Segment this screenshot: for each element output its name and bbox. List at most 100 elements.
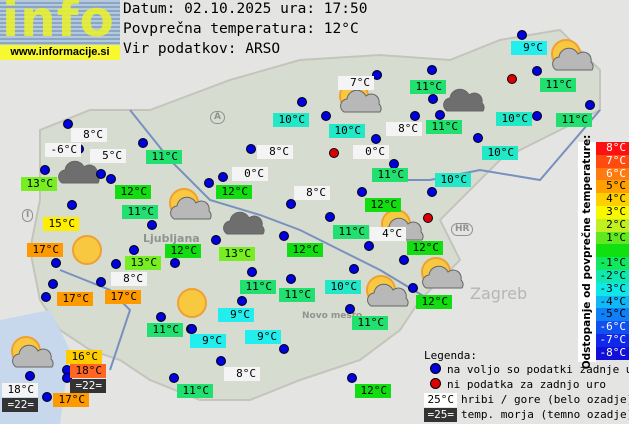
station-dot[interactable] [347, 373, 357, 383]
station-dot[interactable] [25, 371, 35, 381]
temperature-label: 8°C [71, 128, 107, 142]
station-dot[interactable] [218, 172, 228, 182]
station-dot[interactable] [169, 373, 179, 383]
station-dot[interactable] [62, 373, 72, 383]
legend-title: Legenda: [424, 349, 477, 362]
station-dot[interactable] [349, 264, 359, 274]
station-dot[interactable] [138, 138, 148, 148]
temperature-label: 12°C [216, 185, 252, 199]
station-dot[interactable] [517, 30, 527, 40]
scale-step: 5°C [596, 180, 629, 194]
temperature-label: =22= [2, 398, 38, 412]
station-missing-dot[interactable] [423, 213, 433, 223]
station-dot[interactable] [345, 304, 355, 314]
station-dot[interactable] [408, 283, 418, 293]
scale-step: 4°C [596, 192, 629, 206]
station-dot[interactable] [237, 296, 247, 306]
station-dot[interactable] [585, 100, 595, 110]
station-dot[interactable] [279, 231, 289, 241]
temperature-label: 9°C [190, 334, 226, 348]
station-dot[interactable] [216, 356, 226, 366]
station-missing-dot[interactable] [329, 148, 339, 158]
temperature-label: 10°C [329, 124, 365, 138]
station-dot[interactable] [48, 279, 58, 289]
scale-step: 1°C [596, 231, 629, 245]
scale-step: 7°C [596, 154, 629, 168]
station-dot[interactable] [51, 258, 61, 268]
temperature-label: 11°C [146, 150, 182, 164]
temperature-label: 8°C [111, 272, 147, 286]
station-dot[interactable] [106, 174, 116, 184]
station-dot[interactable] [399, 255, 409, 265]
scale-step: -2°C [596, 269, 629, 283]
date-line: Datum: 02.10.2025 ura: 17:50 [123, 1, 368, 17]
station-dot[interactable] [279, 344, 289, 354]
station-dot[interactable] [297, 97, 307, 107]
temperature-label: 13°C [219, 247, 255, 261]
station-dot[interactable] [170, 258, 180, 268]
station-dot[interactable] [532, 111, 542, 121]
temperature-label: 8°C [224, 367, 260, 381]
station-dot[interactable] [41, 292, 51, 302]
logo-url[interactable]: www.informacije.si [0, 45, 120, 60]
station-dot[interactable] [357, 187, 367, 197]
station-dot[interactable] [96, 169, 106, 179]
scale-title-text: Odstopanje od povprečne temperature: [581, 134, 593, 370]
temperature-label: =22= [70, 379, 106, 393]
station-dot[interactable] [246, 144, 256, 154]
temperature-label: 8°C [386, 122, 422, 136]
deviation-scale: 8°C 7°C 6°C 5°C 4°C 3°C 2°C 1°C -1°C -2°C -3°C -4°C… [596, 141, 629, 360]
scale-step: 6°C [596, 167, 629, 181]
station-dot[interactable] [427, 187, 437, 197]
cloud-dark-icon [223, 211, 265, 235]
station-dot[interactable] [428, 94, 438, 104]
legend-available-text: na voljo so podatki zadnje ure [447, 363, 629, 376]
sun-cloud-icon [421, 257, 464, 289]
station-dot[interactable] [532, 66, 542, 76]
temperature-label: 16°C [66, 350, 102, 364]
station-dot[interactable] [96, 277, 106, 287]
station-dot[interactable] [63, 119, 73, 129]
temperature-label: 4°C [370, 227, 406, 241]
mountain-sample: 25°C [424, 393, 457, 407]
scale-step: -3°C [596, 282, 629, 296]
sea-sample: =25= [424, 408, 457, 422]
station-dot[interactable] [147, 220, 157, 230]
temperature-label: 11°C [540, 78, 576, 92]
temperature-label: 10°C [496, 112, 532, 126]
temperature-label: 12°C [365, 198, 401, 212]
temperature-label: 8°C [257, 145, 293, 159]
station-dot[interactable] [286, 274, 296, 284]
legend-mountain-text: hribi / gore (belo ozadje) [461, 393, 629, 406]
station-dot[interactable] [321, 111, 331, 121]
station-dot[interactable] [427, 65, 437, 75]
station-dot[interactable] [204, 178, 214, 188]
scale-step: -8°C [596, 346, 629, 360]
station-dot[interactable] [211, 235, 221, 245]
sun-icon [72, 235, 102, 265]
station-dot[interactable] [111, 259, 121, 269]
station-dot[interactable] [40, 165, 50, 175]
temperature-label: 11°C [177, 384, 213, 398]
station-dot[interactable] [187, 324, 197, 334]
temperature-label: 12°C [165, 244, 201, 258]
station-dot[interactable] [286, 199, 296, 209]
sun-cloud-icon [11, 336, 54, 368]
station-dot[interactable] [156, 312, 166, 322]
station-dot[interactable] [364, 241, 374, 251]
station-dot[interactable] [372, 70, 382, 80]
station-dot[interactable] [247, 267, 257, 277]
station-dot[interactable] [473, 133, 483, 143]
temperature-label: 10°C [273, 113, 309, 127]
station-dot[interactable] [325, 212, 335, 222]
station-dot[interactable] [42, 392, 52, 402]
station-dot[interactable] [410, 111, 420, 121]
station-dot[interactable] [435, 110, 445, 120]
map-label-italy: I [22, 209, 34, 222]
station-missing-dot[interactable] [507, 74, 517, 84]
station-dot[interactable] [371, 134, 381, 144]
logo[interactable]: info www.informacije.si [0, 0, 120, 60]
temperature-label: 11°C [122, 205, 158, 219]
station-dot[interactable] [129, 245, 139, 255]
station-dot[interactable] [67, 200, 77, 210]
